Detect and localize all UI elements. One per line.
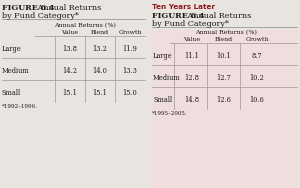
Text: 12.6: 12.6 bbox=[217, 96, 231, 104]
Text: 13.2: 13.2 bbox=[93, 45, 107, 53]
Text: 11.9: 11.9 bbox=[123, 45, 137, 53]
Text: 13.3: 13.3 bbox=[123, 67, 137, 75]
Text: 15.1: 15.1 bbox=[93, 89, 107, 97]
Text: Small: Small bbox=[2, 89, 21, 97]
Text: by Fund Category*: by Fund Category* bbox=[152, 20, 229, 28]
Text: 13.8: 13.8 bbox=[63, 45, 77, 53]
Text: 15.1: 15.1 bbox=[63, 89, 77, 97]
Text: 10.2: 10.2 bbox=[250, 74, 264, 82]
Text: 8.7: 8.7 bbox=[252, 52, 262, 60]
Text: Value: Value bbox=[61, 30, 79, 35]
Text: Annual Returns (%): Annual Returns (%) bbox=[195, 30, 256, 35]
Text: Blend: Blend bbox=[215, 37, 233, 42]
Text: Annual Returns (%): Annual Returns (%) bbox=[54, 23, 116, 28]
Text: Ten Years Later: Ten Years Later bbox=[152, 4, 215, 10]
Text: 15.0: 15.0 bbox=[123, 89, 137, 97]
Text: FIGURE 6.4: FIGURE 6.4 bbox=[2, 4, 55, 12]
Text: Annual Returns: Annual Returns bbox=[30, 4, 101, 12]
Text: *1992–1996.: *1992–1996. bbox=[2, 104, 38, 109]
Text: Annual Returns: Annual Returns bbox=[180, 12, 251, 20]
Text: Small: Small bbox=[153, 96, 172, 104]
Text: 12.7: 12.7 bbox=[217, 74, 231, 82]
Text: FIGURE 6.4: FIGURE 6.4 bbox=[152, 12, 205, 20]
Text: Value: Value bbox=[183, 37, 201, 42]
Text: Large: Large bbox=[153, 52, 173, 60]
Text: 14.8: 14.8 bbox=[184, 96, 200, 104]
Text: Medium: Medium bbox=[153, 74, 181, 82]
Text: Large: Large bbox=[2, 45, 22, 53]
Text: *1995–2005.: *1995–2005. bbox=[152, 111, 188, 116]
Text: 14.2: 14.2 bbox=[62, 67, 77, 75]
Text: 10.6: 10.6 bbox=[250, 96, 264, 104]
Text: 14.0: 14.0 bbox=[93, 67, 107, 75]
Text: 10.1: 10.1 bbox=[217, 52, 231, 60]
Text: Medium: Medium bbox=[2, 67, 30, 75]
Bar bbox=[152, 30, 297, 188]
Text: Blend: Blend bbox=[91, 30, 109, 35]
Text: Growth: Growth bbox=[118, 30, 142, 35]
Text: Growth: Growth bbox=[245, 37, 269, 42]
Text: 12.8: 12.8 bbox=[184, 74, 200, 82]
Text: 11.1: 11.1 bbox=[184, 52, 200, 60]
Text: by Fund Category*: by Fund Category* bbox=[2, 12, 79, 20]
